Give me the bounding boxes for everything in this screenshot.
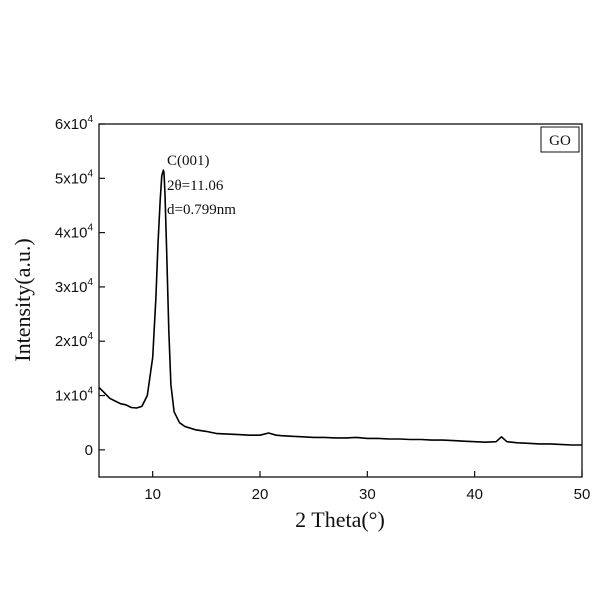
plot-frame bbox=[98, 123, 583, 478]
x-tick-label: 10 bbox=[144, 486, 161, 503]
legend-label: GO bbox=[549, 133, 571, 149]
x-axis-label: 2 Theta(°) bbox=[295, 507, 385, 532]
x-tick-label: 40 bbox=[466, 486, 483, 503]
y-axis-label: Intensity(a.u.) bbox=[10, 238, 35, 361]
y-tick-label: 1x104 bbox=[55, 386, 94, 405]
y-tick-label: 6x104 bbox=[55, 114, 94, 133]
y-tick-label: 2x104 bbox=[55, 331, 94, 350]
annotation-line-1: C(001) bbox=[167, 153, 210, 169]
x-tick-label: 30 bbox=[359, 486, 376, 503]
annotation-line-3: d=0.799nm bbox=[167, 202, 236, 218]
legend-box: GO bbox=[540, 126, 580, 153]
x-tick-label: 50 bbox=[574, 486, 591, 503]
y-axis-ticks: 0 1x104 2x104 3x104 4x104 5x104 6x104 bbox=[55, 114, 105, 459]
peak-annotation: C(001) 2θ=11.06 d=0.799nm bbox=[167, 153, 236, 218]
y-tick-label: 0 bbox=[85, 442, 93, 459]
y-tick-label: 3x104 bbox=[55, 277, 94, 296]
x-tick-label: 20 bbox=[252, 486, 269, 503]
series-line-go bbox=[98, 169, 582, 446]
annotation-line-2: 2θ=11.06 bbox=[167, 178, 224, 194]
y-tick-label: 4x104 bbox=[55, 223, 94, 242]
x-axis-ticks: 10 20 30 40 50 bbox=[144, 471, 590, 503]
y-tick-label: 5x104 bbox=[55, 168, 94, 187]
